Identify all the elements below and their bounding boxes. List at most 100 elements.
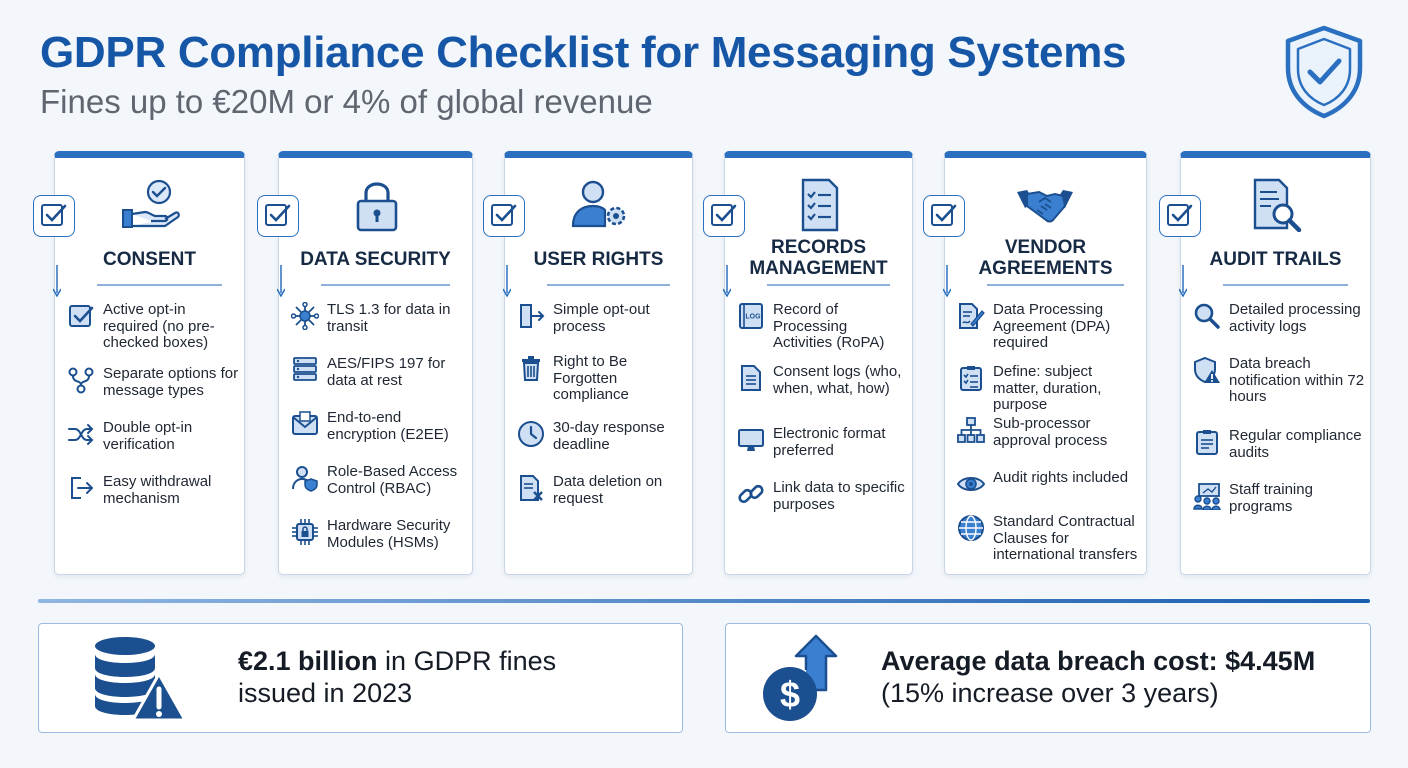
arrow-down-icon bbox=[723, 265, 731, 297]
card-divider bbox=[547, 284, 670, 286]
doc-search-icon bbox=[1253, 178, 1302, 232]
arrow-down-icon bbox=[943, 265, 951, 297]
branch-icon bbox=[68, 367, 94, 394]
magnifier-icon bbox=[1194, 303, 1220, 329]
item-text: Standard Contractual Clauses for interna… bbox=[993, 513, 1138, 563]
card-data-security: DATA SECURITY TLS 1.3 for data in transi… bbox=[277, 151, 473, 575]
svg-text:$: $ bbox=[780, 674, 800, 715]
checkbox-checked-icon bbox=[257, 195, 299, 237]
item-text: Consent logs (who, when, what, how) bbox=[773, 363, 902, 397]
door-exit-icon bbox=[520, 304, 545, 328]
item-text: Electronic format preferred bbox=[773, 425, 886, 459]
list-item: Right to Be Forgotten compliance bbox=[515, 353, 688, 406]
list-item: Data Processing Agreement (DPA) required bbox=[955, 301, 1142, 354]
item-text: Right to Be Forgotten compliance bbox=[553, 353, 629, 403]
checkbox-checked-icon bbox=[703, 195, 745, 237]
item-text: Staff training programs bbox=[1229, 481, 1313, 515]
list-item: Data breach notification within 72 hours bbox=[1191, 355, 1366, 408]
list-item: End-to-end encryption (E2EE) bbox=[289, 409, 468, 462]
page-subtitle: Fines up to €20M or 4% of global revenue bbox=[40, 83, 653, 120]
item-text: Regular compliance audits bbox=[1229, 427, 1362, 461]
item-text: Audit rights included bbox=[993, 469, 1129, 486]
page-title: GDPR Compliance Checklist for Messaging … bbox=[40, 28, 1127, 77]
log-book-icon: LOG bbox=[739, 303, 763, 329]
list-item: Regular compliance audits bbox=[1191, 427, 1366, 480]
card-title: USER RIGHTS bbox=[533, 249, 664, 270]
shield-check-icon bbox=[1285, 25, 1363, 119]
stat-breach-cost: $ Average data breach cost: $4.45M (15% i… bbox=[725, 623, 1371, 733]
contract-sign-icon bbox=[959, 303, 985, 329]
arrow-down-icon bbox=[53, 265, 61, 297]
card-title: DATA SECURITY bbox=[300, 249, 451, 270]
list-item: Simple opt-out process bbox=[515, 301, 688, 354]
item-text: Separate options for message types bbox=[103, 365, 239, 399]
document-icon bbox=[741, 365, 761, 391]
arrow-down-icon bbox=[277, 265, 285, 297]
item-text: Active opt-in required (no pre-checked b… bbox=[103, 301, 215, 351]
user-shield-icon bbox=[292, 466, 318, 492]
item-text: Data deletion on request bbox=[553, 473, 663, 507]
item-text: Detailed processing activity logs bbox=[1229, 301, 1361, 335]
item-text: Record of Processing Activities (RoPA) bbox=[773, 301, 885, 351]
item-text: Link data to specific purposes bbox=[773, 479, 905, 513]
card-divider bbox=[321, 284, 450, 286]
eye-icon bbox=[957, 477, 985, 491]
exit-icon bbox=[71, 477, 94, 499]
list-item: Detailed processing activity logs bbox=[1191, 301, 1366, 354]
list-item: Audit rights included bbox=[955, 469, 1142, 522]
clipboard-list-icon bbox=[801, 178, 839, 232]
chip-lock-icon bbox=[292, 519, 318, 545]
card-divider bbox=[767, 284, 890, 286]
list-item: Standard Contractual Clauses for interna… bbox=[955, 513, 1142, 566]
item-text: End-to-end encryption (E2EE) bbox=[327, 409, 449, 443]
server-icon bbox=[293, 357, 317, 381]
item-text: Role-Based Access Control (RBAC) bbox=[327, 463, 458, 497]
list-item: 30-day response deadline bbox=[515, 419, 688, 472]
card-title: VENDOR AGREEMENTS bbox=[978, 237, 1113, 279]
clock-icon bbox=[518, 421, 544, 447]
item-text: Sub-processor approval process bbox=[993, 415, 1108, 449]
stat-highlight: €2.1 billion bbox=[238, 646, 378, 676]
list-item: LOG Record of Processing Activities (RoP… bbox=[735, 301, 908, 354]
list-item: Double opt-in verification bbox=[65, 419, 240, 472]
item-text: Data Processing Agreement (DPA) required bbox=[993, 301, 1111, 351]
stat-gdpr-fines: €2.1 billion in GDPR fines issued in 2023 bbox=[38, 623, 683, 733]
checkbox-checked-icon bbox=[483, 195, 525, 237]
shield-alert-icon bbox=[1194, 356, 1220, 384]
card-divider bbox=[987, 284, 1124, 286]
checkbox-checked-icon bbox=[923, 195, 965, 237]
checkbox-checked-icon bbox=[33, 195, 75, 237]
checklist-icon bbox=[960, 366, 982, 391]
stat-rest: in GDPR fines bbox=[377, 646, 557, 676]
item-text: Data breach notification within 72 hours bbox=[1229, 355, 1365, 405]
user-gear-icon bbox=[571, 180, 626, 228]
padlock-icon bbox=[356, 182, 398, 232]
globe-icon bbox=[958, 515, 984, 541]
card-title: RECORDS MANAGEMENT bbox=[749, 237, 888, 279]
list-item: Role-Based Access Control (RBAC) bbox=[289, 463, 468, 516]
item-text: Simple opt-out process bbox=[553, 301, 650, 335]
clipboard-icon bbox=[1196, 430, 1218, 455]
list-item: Electronic format preferred bbox=[735, 425, 908, 478]
shuffle-icon bbox=[68, 424, 94, 445]
envelope-icon bbox=[292, 411, 318, 435]
card-title: CONSENT bbox=[103, 249, 196, 270]
org-chart-icon bbox=[957, 417, 985, 443]
arrow-down-icon bbox=[503, 265, 511, 297]
item-text: AES/FIPS 197 for data at rest bbox=[327, 355, 446, 389]
training-icon bbox=[1193, 483, 1221, 510]
checkbox-checked-icon bbox=[1159, 195, 1201, 237]
list-item: Define: subject matter, duration, purpos… bbox=[955, 363, 1142, 416]
list-item: AES/FIPS 197 for data at rest bbox=[289, 355, 468, 408]
item-text: 30-day response deadline bbox=[553, 419, 665, 453]
stat-highlight: Average data breach cost: $4.45M bbox=[881, 646, 1316, 676]
link-icon bbox=[738, 484, 764, 504]
stat-text: €2.1 billion in GDPR fines issued in 2023 bbox=[238, 645, 556, 709]
card-divider bbox=[1223, 284, 1348, 286]
item-text: Define: subject matter, duration, purpos… bbox=[993, 363, 1102, 413]
list-item: Active opt-in required (no pre-checked b… bbox=[65, 301, 240, 354]
list-item: Hardware Security Modules (HSMs) bbox=[289, 517, 468, 570]
list-item: Consent logs (who, when, what, how) bbox=[735, 363, 908, 416]
card-consent: CONSENT Active opt-in required (no pre-c… bbox=[53, 151, 245, 575]
list-item: TLS 1.3 for data in transit bbox=[289, 301, 468, 354]
